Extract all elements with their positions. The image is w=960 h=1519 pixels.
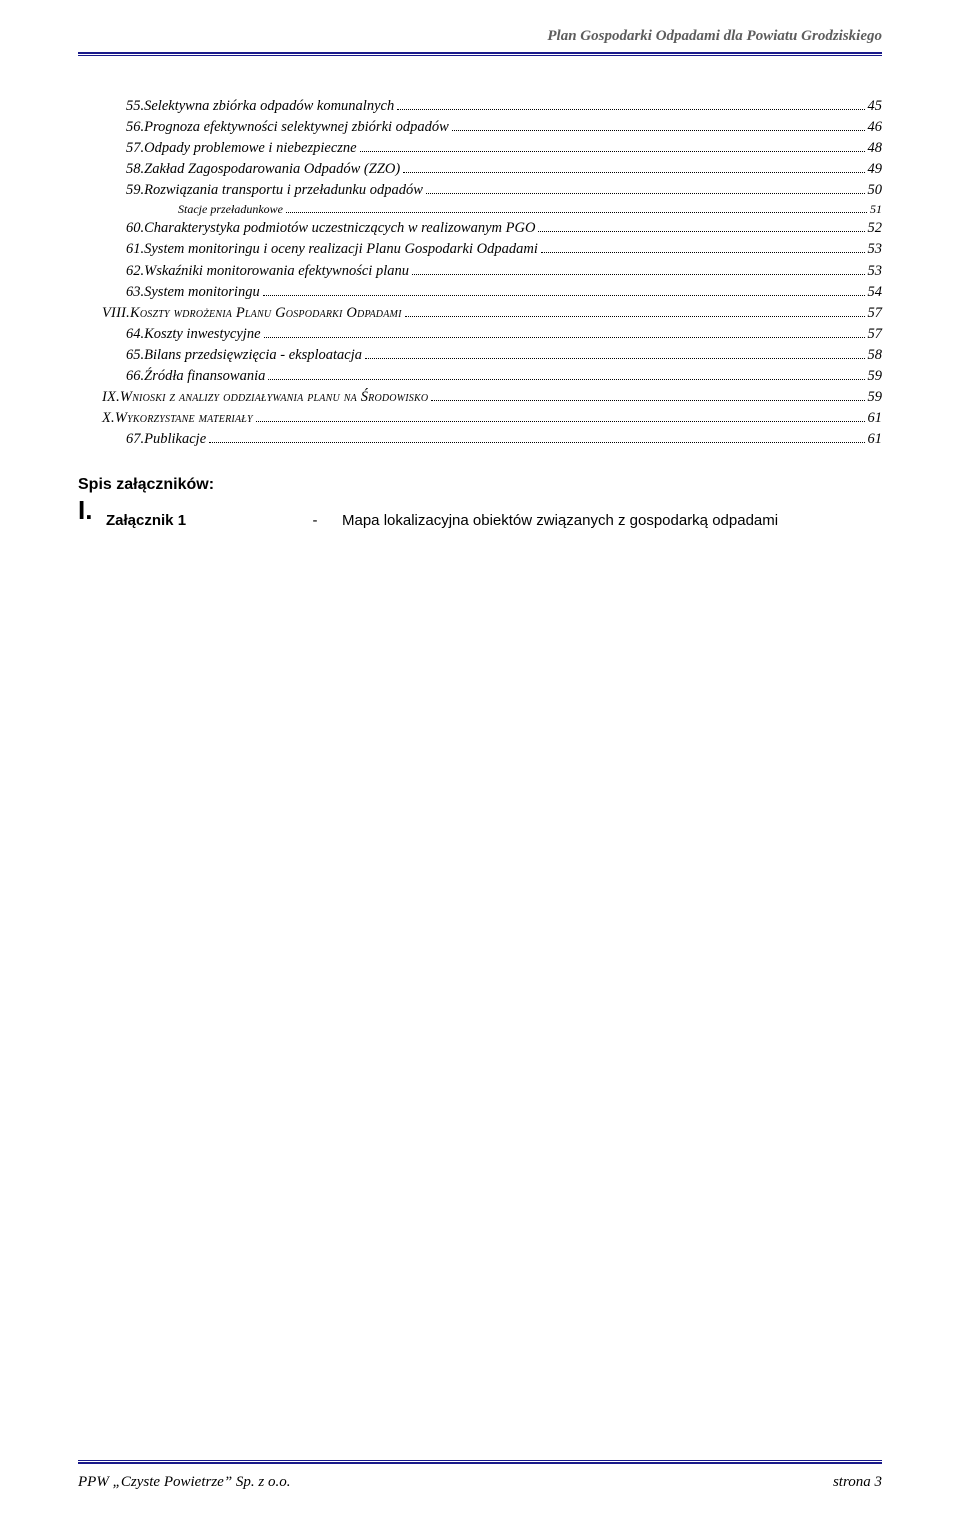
attachment-separator: - (288, 512, 342, 529)
header-rule-outer (78, 52, 882, 54)
toc-leader-dots (264, 326, 865, 338)
toc-leader-dots (452, 119, 865, 131)
toc-row: 60.Charakterystyka podmiotów uczestniczą… (78, 218, 882, 239)
toc-label: 64.Koszty inwestycyjne (126, 324, 261, 345)
toc-label: 62.Wskaźniki monitorowania efektywności … (126, 261, 409, 282)
toc-leader-dots (268, 368, 864, 380)
toc-leader-dots (360, 140, 865, 152)
toc-leader-dots (405, 305, 865, 317)
toc-page-number: 54 (868, 282, 883, 303)
toc-label: 65.Bilans przedsięwzięcia - eksploatacja (126, 345, 362, 366)
toc-label: 66.Źródła finansowania (126, 366, 265, 387)
toc-leader-dots (397, 98, 864, 110)
toc-page-number: 59 (868, 366, 883, 387)
toc-row: 56.Prognoza efektywności selektywnej zbi… (78, 117, 882, 138)
toc-leader-dots (286, 203, 867, 213)
toc-leader-dots (541, 242, 865, 254)
header-title: Plan Gospodarki Odpadami dla Powiatu Gro… (547, 28, 882, 45)
toc-leader-dots (403, 161, 864, 173)
toc-label: 56.Prognoza efektywności selektywnej zbi… (126, 117, 449, 138)
content-area: 55.Selektywna zbiórka odpadów komunalnyc… (78, 96, 882, 529)
footer-rule-outer (78, 1462, 882, 1464)
toc-label: 63.System monitoringu (126, 282, 260, 303)
toc-page-number: 61 (868, 408, 883, 429)
attachment-key: Załącznik 1 (78, 512, 288, 529)
toc-label: 59.Rozwiązania transportu i przeładunku … (126, 180, 423, 201)
toc-leader-dots (263, 284, 865, 296)
toc-page-number: 45 (868, 96, 883, 117)
toc-label: Stacje przeładunkowe (178, 201, 283, 218)
toc-page-number: 50 (868, 180, 883, 201)
footer-left: PPW „Czyste Powietrze” Sp. z o.o. (78, 1474, 291, 1491)
toc-page-number: 57 (868, 303, 883, 324)
toc-page-number: 57 (868, 324, 883, 345)
toc-row: 59.Rozwiązania transportu i przeładunku … (78, 180, 882, 201)
toc-leader-dots (256, 410, 865, 422)
toc-page-number: 61 (868, 429, 883, 450)
toc-row: 55.Selektywna zbiórka odpadów komunalnyc… (78, 96, 882, 117)
toc-page-number: 58 (868, 345, 883, 366)
footer: PPW „Czyste Powietrze” Sp. z o.o. strona… (78, 1474, 882, 1491)
toc-row: X.Wykorzystane materiały 61 (78, 408, 882, 429)
toc-label: VIII.Koszty wdrożenia Planu Gospodarki O… (102, 303, 402, 324)
toc-page-number: 59 (868, 387, 883, 408)
toc-label: X.Wykorzystane materiały (102, 408, 253, 429)
table-of-contents: 55.Selektywna zbiórka odpadów komunalnyc… (78, 96, 882, 450)
section-roman-numeral: I. (78, 495, 92, 526)
toc-page-number: 52 (868, 218, 883, 239)
attachments-list: Załącznik 1-Mapa lokalizacyjna obiektów … (78, 512, 882, 529)
footer-right: strona 3 (833, 1474, 882, 1491)
toc-label: 67.Publikacje (126, 429, 206, 450)
header-rule-inner (78, 55, 882, 56)
toc-row: 62.Wskaźniki monitorowania efektywności … (78, 261, 882, 282)
toc-row: IX.Wnioski z analizy oddziaływania planu… (78, 387, 882, 408)
toc-label: 61.System monitoringu i oceny realizacji… (126, 239, 538, 260)
toc-page-number: 48 (868, 138, 883, 159)
toc-page-number: 46 (868, 117, 883, 138)
toc-leader-dots (538, 221, 864, 233)
toc-label: 55.Selektywna zbiórka odpadów komunalnyc… (126, 96, 394, 117)
attachments-heading: Spis załączników: (78, 476, 882, 494)
toc-leader-dots (426, 182, 865, 194)
toc-row: 58.Zakład Zagospodarowania Odpadów (ZZO)… (78, 159, 882, 180)
toc-row: 66.Źródła finansowania 59 (78, 366, 882, 387)
toc-label: 58.Zakład Zagospodarowania Odpadów (ZZO) (126, 159, 400, 180)
toc-row: VIII.Koszty wdrożenia Planu Gospodarki O… (78, 303, 882, 324)
toc-page-number: 53 (868, 261, 883, 282)
toc-leader-dots (412, 263, 865, 275)
toc-label: IX.Wnioski z analizy oddziaływania planu… (102, 387, 428, 408)
footer-rule-inner (78, 1460, 882, 1461)
toc-row: 61.System monitoringu i oceny realizacji… (78, 239, 882, 260)
toc-row: Stacje przeładunkowe 51 (78, 201, 882, 218)
toc-leader-dots (365, 347, 865, 359)
attachment-row: Załącznik 1-Mapa lokalizacyjna obiektów … (78, 512, 882, 529)
toc-leader-dots (431, 389, 864, 401)
toc-row: 65.Bilans przedsięwzięcia - eksploatacja… (78, 345, 882, 366)
toc-label: 57.Odpady problemowe i niebezpieczne (126, 138, 357, 159)
attachment-description: Mapa lokalizacyjna obiektów związanych z… (342, 512, 778, 529)
toc-row: 63.System monitoringu 54 (78, 282, 882, 303)
toc-row: 64.Koszty inwestycyjne 57 (78, 324, 882, 345)
toc-leader-dots (209, 431, 864, 443)
toc-label: 60.Charakterystyka podmiotów uczestniczą… (126, 218, 535, 239)
toc-page-number: 51 (870, 201, 882, 218)
toc-row: 57.Odpady problemowe i niebezpieczne 48 (78, 138, 882, 159)
toc-page-number: 49 (868, 159, 883, 180)
toc-row: 67.Publikacje 61 (78, 429, 882, 450)
toc-page-number: 53 (868, 239, 883, 260)
